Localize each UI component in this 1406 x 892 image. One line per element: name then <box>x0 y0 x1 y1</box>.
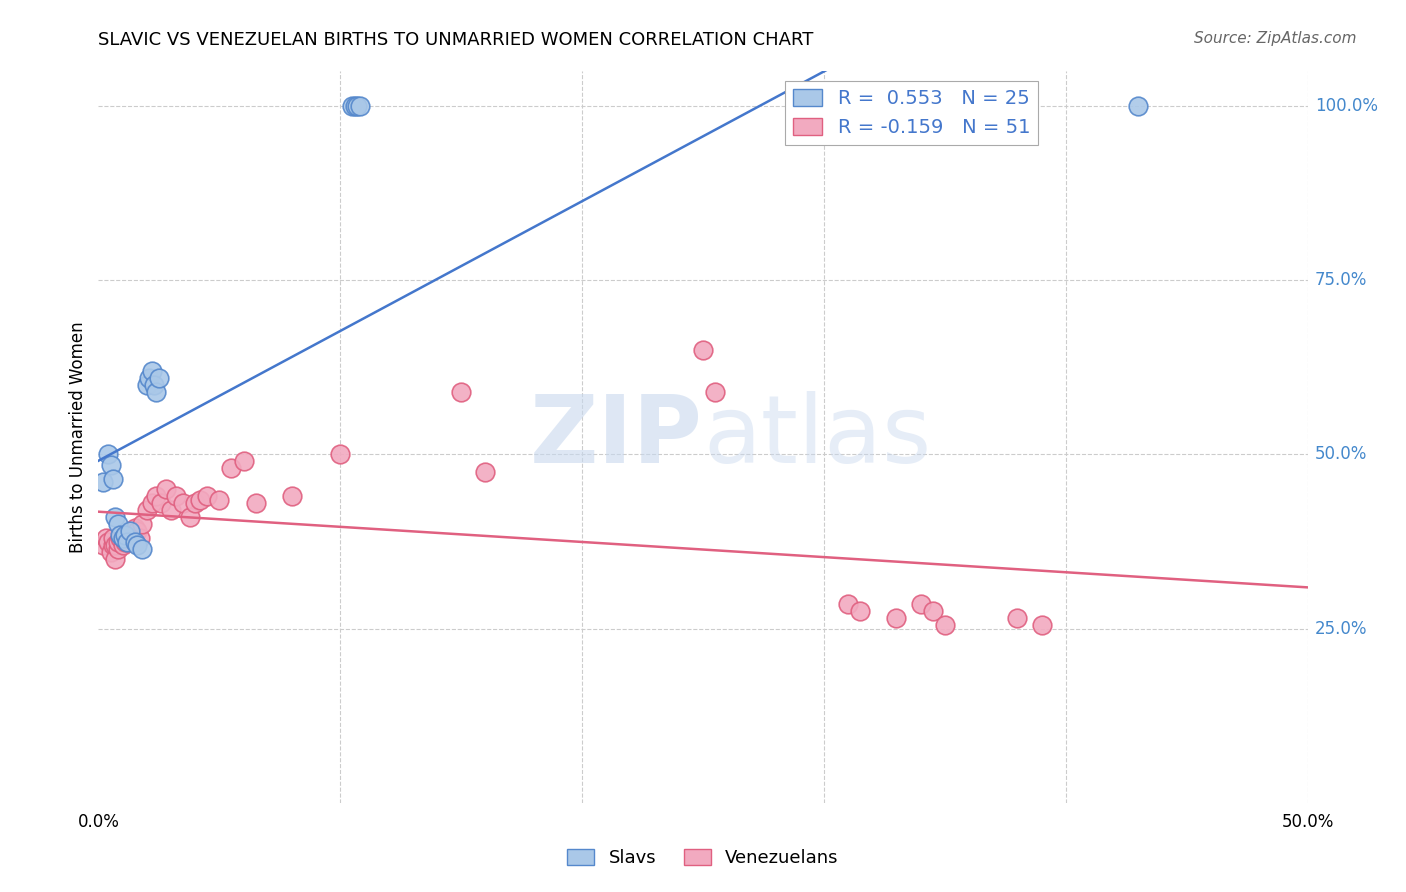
Point <box>934 618 956 632</box>
Point <box>245 496 267 510</box>
Point <box>141 496 163 510</box>
Point <box>97 448 120 462</box>
Point <box>165 489 187 503</box>
Point <box>1007 611 1029 625</box>
Text: ZIP: ZIP <box>530 391 703 483</box>
Point <box>221 461 243 475</box>
Point <box>145 384 167 399</box>
Point <box>101 531 124 545</box>
Point <box>155 483 177 497</box>
Point <box>450 384 472 399</box>
Point <box>108 531 131 545</box>
Legend: R =  0.553   N = 25, R = -0.159   N = 51: R = 0.553 N = 25, R = -0.159 N = 51 <box>786 81 1038 145</box>
Point <box>281 489 304 503</box>
Point <box>135 503 157 517</box>
Point <box>704 384 727 399</box>
Point <box>94 531 117 545</box>
Y-axis label: Births to Unmarried Women: Births to Unmarried Women <box>69 321 87 553</box>
Point <box>100 458 122 472</box>
Point <box>1128 99 1150 113</box>
Point <box>108 527 131 541</box>
Point <box>342 99 364 113</box>
Point <box>101 538 124 552</box>
Point <box>141 364 163 378</box>
Point <box>692 343 714 357</box>
Point <box>124 534 146 549</box>
Point <box>111 538 134 552</box>
Point <box>107 534 129 549</box>
Text: 100.0%: 100.0% <box>1315 97 1378 115</box>
Text: SLAVIC VS VENEZUELAN BIRTHS TO UNMARRIED WOMEN CORRELATION CHART: SLAVIC VS VENEZUELAN BIRTHS TO UNMARRIED… <box>98 31 814 49</box>
Point <box>172 496 194 510</box>
Point <box>107 541 129 556</box>
Point <box>104 538 127 552</box>
Point <box>921 604 943 618</box>
Point <box>114 534 136 549</box>
Point <box>138 371 160 385</box>
Point <box>184 496 207 510</box>
Point <box>179 510 201 524</box>
Text: 25.0%: 25.0% <box>1315 620 1367 638</box>
Point <box>118 531 141 545</box>
Point <box>111 531 134 545</box>
Point <box>131 541 153 556</box>
Point <box>143 377 166 392</box>
Point <box>1031 618 1053 632</box>
Point <box>121 527 143 541</box>
Point <box>104 552 127 566</box>
Point <box>148 371 170 385</box>
Point <box>349 99 371 113</box>
Point <box>100 545 122 559</box>
Point <box>91 475 114 490</box>
Point <box>107 517 129 532</box>
Point <box>131 517 153 532</box>
Point <box>188 492 211 507</box>
Point <box>124 521 146 535</box>
Point <box>127 538 149 552</box>
Point <box>91 538 114 552</box>
Point <box>910 597 932 611</box>
Point <box>849 604 872 618</box>
Point <box>135 377 157 392</box>
Point <box>232 454 254 468</box>
Point <box>837 597 859 611</box>
Point <box>128 531 150 545</box>
Point <box>886 611 908 625</box>
Point <box>117 534 139 549</box>
Text: atlas: atlas <box>703 391 931 483</box>
Point <box>474 465 496 479</box>
Point <box>346 99 368 113</box>
Point <box>127 524 149 538</box>
Text: Source: ZipAtlas.com: Source: ZipAtlas.com <box>1194 31 1357 46</box>
Point <box>145 489 167 503</box>
Point <box>208 492 231 507</box>
Point <box>160 503 183 517</box>
Point <box>111 531 134 545</box>
Point <box>117 534 139 549</box>
Point <box>118 524 141 538</box>
Point <box>97 534 120 549</box>
Legend: Slavs, Venezuelans: Slavs, Venezuelans <box>560 841 846 874</box>
Point <box>114 527 136 541</box>
Point <box>195 489 218 503</box>
Point <box>150 496 173 510</box>
Text: 50.0%: 50.0% <box>1315 445 1367 464</box>
Text: 75.0%: 75.0% <box>1315 271 1367 289</box>
Point <box>329 448 352 462</box>
Point <box>343 99 366 113</box>
Point <box>104 510 127 524</box>
Point <box>101 472 124 486</box>
